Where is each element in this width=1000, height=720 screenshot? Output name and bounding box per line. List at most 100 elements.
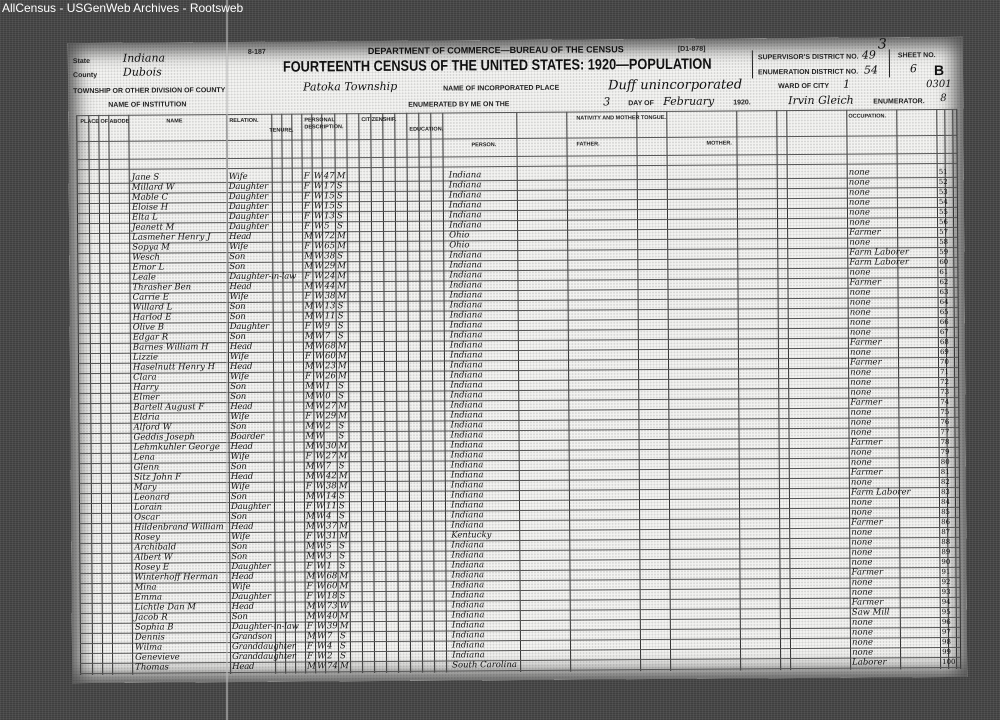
occupation: none: [848, 207, 871, 218]
sex: F: [303, 171, 310, 182]
relation: Son: [230, 381, 247, 393]
person-name: Clara: [133, 372, 157, 383]
line-number: 78: [940, 437, 950, 447]
line-number: 76: [940, 417, 950, 427]
occupation: Farmer: [850, 397, 882, 408]
township-label: TOWNSHIP OR OTHER DIVISION OF COUNTY: [73, 87, 226, 96]
marital-status: S: [339, 551, 346, 562]
line-number: 65: [939, 307, 949, 317]
sex: M: [304, 331, 314, 342]
sex: M: [305, 401, 315, 412]
sex: M: [306, 601, 316, 612]
line-number: 100: [942, 657, 956, 667]
incorporated-value: Duff unincorporated: [608, 77, 743, 94]
person-name: Elmer: [133, 392, 160, 403]
column-header-relation: RELATION.: [229, 117, 259, 125]
relation: Grandson: [231, 631, 273, 643]
sex: F: [303, 211, 310, 222]
birthplace: Indiana: [451, 580, 485, 591]
relation: Wife: [230, 451, 250, 463]
column-header-nativity: NATIVITY AND MOTHER TONGUE.: [576, 114, 666, 122]
birthplace: Indiana: [449, 330, 483, 341]
age: 14: [325, 491, 337, 502]
age: 3: [326, 551, 332, 562]
line-number: 96: [941, 617, 951, 627]
marital-status: S: [337, 311, 344, 322]
person-name: Dennis: [134, 632, 165, 643]
department-heading: DEPARTMENT OF COMMERCE—BUREAU OF THE CEN…: [367, 44, 624, 57]
birthplace: Indiana: [449, 250, 482, 261]
line-number: 67: [939, 327, 949, 337]
sex: F: [305, 371, 312, 382]
relation: Granddaughter: [231, 641, 296, 653]
supervisor-label: SUPERVISOR'S DISTRICT NO.: [757, 53, 859, 62]
marital-status: M: [338, 411, 348, 422]
age: 37: [326, 521, 338, 532]
birthplace: Ohio: [449, 230, 470, 241]
line-number: 95: [941, 607, 951, 617]
line-number: 94: [941, 597, 951, 607]
window-title: AllCensus - USGenWeb Archives - Rootsweb: [2, 1, 244, 15]
enumeration-value: 54: [863, 63, 879, 77]
occupation: none: [850, 417, 872, 428]
relation: Daughter: [229, 221, 269, 233]
age: 18: [326, 591, 338, 602]
race: W: [314, 291, 324, 302]
column-header-mother: MOTHER.: [706, 140, 732, 147]
occupation: Farmer: [849, 277, 882, 288]
line-number: 91: [941, 567, 951, 577]
line-number: 85: [941, 507, 951, 517]
relation: Son: [230, 461, 247, 473]
person-name: Eldria: [133, 412, 160, 423]
county-label: County: [72, 71, 98, 80]
sex: M: [305, 391, 315, 402]
age: 23: [325, 361, 336, 372]
race: W: [315, 481, 325, 492]
person-name: Elta L: [131, 212, 158, 223]
marital-status: M: [337, 261, 347, 272]
age: 27: [325, 451, 337, 462]
occupation: none: [851, 527, 873, 538]
relation: Wife: [231, 531, 250, 543]
age: 31: [326, 531, 338, 542]
person-name: Geddis Joseph: [133, 432, 195, 443]
race: W: [316, 631, 326, 642]
age: 27: [325, 401, 337, 412]
person-name: Lehmkuhler George: [133, 442, 220, 453]
sex: F: [306, 641, 313, 652]
line-number: 88: [941, 537, 951, 547]
birthplace: Indiana: [451, 630, 485, 641]
relation: Son: [231, 611, 248, 623]
age: 5: [326, 541, 332, 552]
occupation: Farmer: [850, 467, 883, 478]
relation: Son: [229, 251, 246, 263]
line-number: 61: [939, 267, 949, 277]
marital-status: S: [338, 461, 345, 472]
race: W: [315, 491, 325, 502]
birthplace: Indiana: [449, 310, 483, 321]
person-name: Thrasher Ben: [132, 282, 192, 293]
marital-status: S: [337, 321, 344, 332]
age: 38: [324, 251, 336, 262]
line-number: 73: [940, 387, 950, 397]
person-name: Winterhoff Herman: [134, 572, 219, 583]
line-number: 79: [940, 447, 950, 457]
age: 11: [325, 501, 337, 512]
race: W: [314, 341, 324, 352]
line-number: 75: [940, 407, 950, 417]
age: 30: [325, 441, 337, 452]
occupation: none: [850, 447, 872, 458]
marital-status: S: [339, 541, 346, 552]
marital-status: S: [336, 181, 343, 192]
birthplace: Indiana: [450, 490, 484, 501]
occupation: none: [848, 187, 870, 198]
race: W: [313, 171, 323, 182]
race: W: [313, 191, 323, 202]
marital-status: M: [339, 581, 349, 592]
person-name: Hildenbrand William: [134, 522, 224, 533]
marital-status: S: [340, 651, 346, 662]
race: W: [316, 571, 326, 582]
sex: F: [304, 221, 311, 232]
state-label: State: [72, 57, 91, 66]
race: W: [314, 351, 324, 362]
